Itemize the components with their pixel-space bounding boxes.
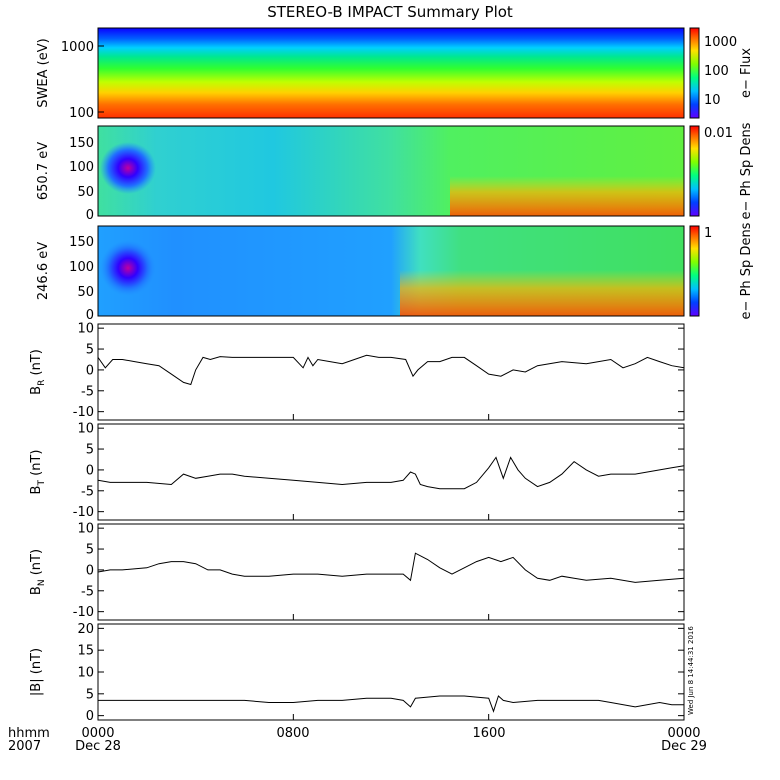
br-ytick-label: -5 xyxy=(81,384,94,399)
plot-timestamp: Wed Jun 8 14:44:31 2016 xyxy=(687,626,695,715)
bt-ytick-label: 0 xyxy=(86,463,94,478)
bt-ytick-label: -5 xyxy=(81,484,94,499)
bt-ytick-label: 10 xyxy=(77,422,94,437)
pad246-ylabel: 246.6 eV xyxy=(36,242,51,300)
x-tick-time-2: 1600 xyxy=(472,726,505,741)
plot-title: STEREO-B IMPACT Summary Plot xyxy=(267,3,513,21)
swea-colorbar xyxy=(689,27,700,119)
x-tick-time-1: 0800 xyxy=(276,726,309,741)
bn-trace xyxy=(97,552,685,583)
br-frame xyxy=(97,323,685,421)
bmag-frame xyxy=(97,623,685,721)
bmag-panel: 20 15 10 5 0 |B| (nT) xyxy=(29,622,685,724)
br-ytick-label: 10 xyxy=(77,322,94,337)
br-ytick-label: 5 xyxy=(86,343,94,358)
bn-ytick-label: 5 xyxy=(86,543,94,558)
bn-ytick-label: -10 xyxy=(73,605,94,620)
br-ylabel-main: B xyxy=(29,386,44,395)
bn-ytick-label: 10 xyxy=(77,522,94,537)
pad650-ylabel: 650.7 eV xyxy=(36,142,51,200)
bn-panel: 10 5 0 -5 -10 BN (nT) xyxy=(29,522,685,621)
bn-ylabel-main: B xyxy=(29,586,44,595)
bt-frame xyxy=(97,423,685,521)
bmag-ylabel-unit: (nT) xyxy=(29,648,44,678)
x-tick-time-3: 0000 xyxy=(667,726,700,741)
pad246-ytick-100: 100 xyxy=(69,260,94,275)
bt-ytick-label: 5 xyxy=(86,443,94,458)
bt-panel: 10 5 0 -5 -10 BT (nT) xyxy=(29,422,685,521)
pad246-spectrogram: 246.6 eV 150 100 50 0 1 e− Ph Sp Dens xyxy=(36,222,754,323)
bn-frame xyxy=(97,523,685,621)
bmag-ytick-label: 5 xyxy=(86,687,94,702)
bt-trace xyxy=(97,456,685,490)
br-trace xyxy=(97,354,685,386)
pad246-ytick-50: 50 xyxy=(77,285,94,300)
pad246-cbar-label: e− Ph Sp Dens xyxy=(739,222,754,319)
bmag-ytick-label: 15 xyxy=(77,644,94,659)
swea-cbar-tick-1000: 1000 xyxy=(704,35,737,50)
bn-ylabel: BN (nT) xyxy=(29,549,47,595)
br-ytick-label: -10 xyxy=(73,405,94,420)
pad650-ytick-50: 50 xyxy=(77,185,94,200)
pad650-cbar-label: e− Ph Sp Dens xyxy=(739,122,754,219)
pad246-cbar-tick: 1 xyxy=(704,226,712,241)
pad246-ytick-150: 150 xyxy=(69,235,94,250)
br-ylabel-unit: (nT) xyxy=(29,349,44,379)
pad650-colorbar xyxy=(689,125,700,217)
bt-ytick-label: -10 xyxy=(73,505,94,520)
br-panel: 10 5 0 -5 -10 BR (nT) xyxy=(29,322,685,421)
swea-cbar-tick-10: 10 xyxy=(704,93,721,108)
swea-spectrogram-image xyxy=(98,28,684,118)
bn-ytick-label: -5 xyxy=(81,584,94,599)
bn-ytick-label: 0 xyxy=(86,563,94,578)
x-axis: hhmm 2007 0000 Dec 28 0800 1600 0000 Dec… xyxy=(8,726,707,754)
bt-ylabel-sub: T xyxy=(37,480,47,487)
x-tick-date-0: Dec 28 xyxy=(75,739,121,754)
swea-ylabel: SWEA (eV) xyxy=(36,38,51,107)
x-axis-row1-label: hhmm xyxy=(8,726,50,741)
x-axis-row2-label: 2007 xyxy=(8,739,41,754)
br-ytick-label: 0 xyxy=(86,363,94,378)
pad650-ytick-150: 150 xyxy=(69,136,94,151)
bn-ylabel-unit: (nT) xyxy=(29,549,44,579)
pad650-spectrogram: 650.7 eV 150 100 50 0 0.01 e− Ph Sp Dens xyxy=(36,122,754,223)
pad246-ytick-0: 0 xyxy=(86,308,94,323)
pad246-colorbar xyxy=(689,225,700,317)
bmag-ytick-label: 20 xyxy=(77,622,94,637)
bmag-ylabel: |B| (nT) xyxy=(29,648,44,696)
pad650-ytick-0: 0 xyxy=(86,208,94,223)
bt-ylabel-unit: (nT) xyxy=(29,450,44,480)
br-ylabel-sub: R xyxy=(37,380,47,386)
swea-spectrogram: SWEA (eV) 1000 100 1000 100 10 e− Flux xyxy=(36,27,754,121)
swea-ytick-1000: 1000 xyxy=(61,40,94,55)
br-ylabel: BR (nT) xyxy=(29,349,47,395)
x-tick-date-3: Dec 29 xyxy=(661,739,707,754)
bn-ylabel-sub: N xyxy=(37,579,47,586)
pad650-cbar-tick: 0.01 xyxy=(704,126,733,141)
swea-cbar-label: e− Flux xyxy=(739,48,754,98)
bmag-ylabel-main: |B| xyxy=(29,678,44,696)
bt-ylabel-main: B xyxy=(29,486,44,495)
bmag-ytick-label: 0 xyxy=(86,709,94,724)
swea-ytick-100: 100 xyxy=(69,106,94,121)
x-tick-time-0: 0000 xyxy=(81,726,114,741)
bmag-ytick-label: 10 xyxy=(77,666,94,681)
swea-cbar-tick-100: 100 xyxy=(704,64,729,79)
bmag-trace xyxy=(98,695,684,713)
pad650-ytick-100: 100 xyxy=(69,160,94,175)
bt-ylabel: BT (nT) xyxy=(29,450,47,495)
